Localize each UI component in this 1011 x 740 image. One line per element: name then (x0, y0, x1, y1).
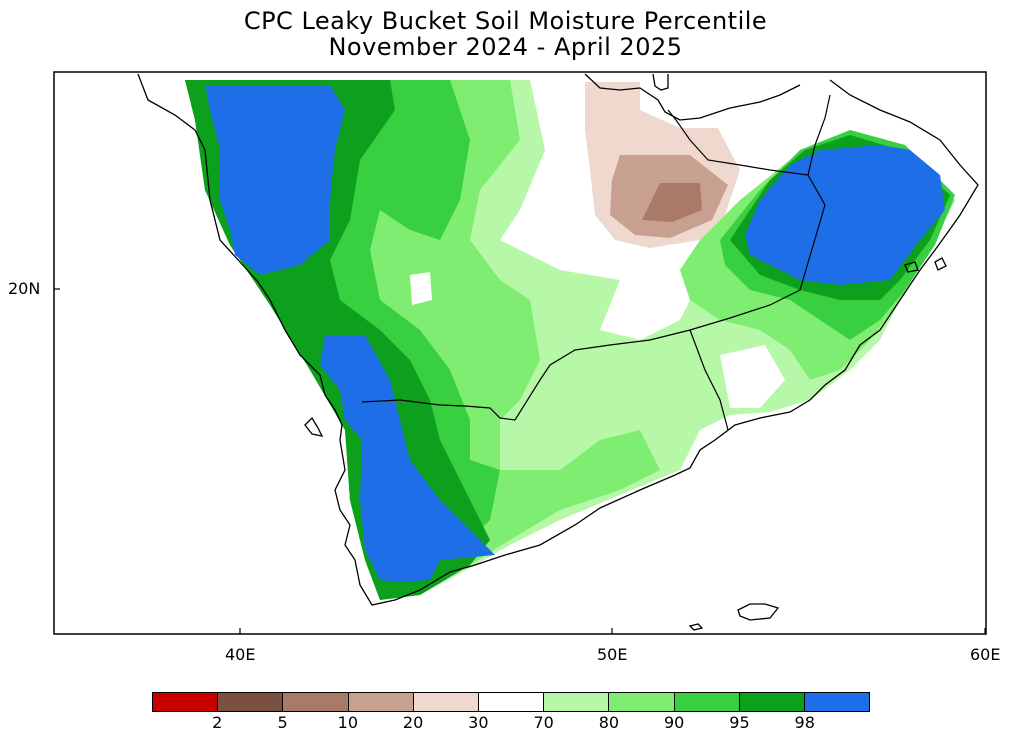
yemen-oman-border (689, 329, 729, 431)
region-above-98-west (205, 85, 345, 275)
colorbar-label: 95 (729, 713, 750, 732)
x-tick-label: 50E (597, 645, 628, 664)
colorbar-labels: 2 5 10 20 30 70 80 90 95 98 (0, 714, 1011, 734)
tick-marks (54, 288, 986, 634)
colorbar-label: 90 (663, 713, 685, 732)
x-tick-label: 40E (225, 645, 256, 664)
dahlak (304, 416, 324, 437)
colorbar-label: 98 (794, 713, 815, 732)
colorbar-label: 2 (212, 713, 223, 732)
white-patch-2 (720, 345, 785, 408)
saudi-yemen-border (361, 109, 826, 421)
colorbar-label: 70 (533, 713, 554, 732)
uae-oman-border (807, 94, 831, 176)
colorbar-swatch (153, 693, 219, 711)
x-tick-label: 60E (970, 645, 1001, 664)
colorbar-swatch (609, 693, 675, 711)
colorbar-swatch (739, 693, 805, 711)
colorbar-swatch (674, 693, 740, 711)
colorbar-swatch (283, 693, 349, 711)
moisture-field (175, 80, 960, 605)
colorbar-swatch (478, 693, 545, 711)
colorbar-swatch (544, 693, 610, 711)
chart-title: CPC Leaky Bucket Soil Moisture Percentil… (243, 7, 768, 35)
colorbar-swatch (218, 693, 284, 711)
white-patch-1 (410, 272, 432, 305)
plot-frame (53, 71, 987, 635)
chart-subtitle: November 2024 - April 2025 (328, 33, 683, 61)
y-tick-label: 20N (8, 279, 41, 298)
region-above-98-east (745, 145, 945, 285)
borders (361, 94, 831, 431)
region-above-98-southwest (320, 335, 495, 582)
colorbar-swatch (413, 693, 479, 711)
colorbar-label: 30 (468, 713, 489, 732)
colorbar-swatch (348, 693, 414, 711)
colorbar-label: 20 (402, 713, 424, 732)
qatar-outline (652, 73, 669, 91)
colorbar-label: 10 (337, 713, 358, 732)
colorbar-label: 80 (598, 713, 620, 732)
region-5-10 (642, 183, 702, 222)
red-sea-west-coast (137, 73, 979, 606)
socotra (737, 603, 780, 621)
colorbar-label: 5 (277, 713, 288, 732)
colorbar (152, 692, 870, 712)
small-island-1 (688, 623, 704, 631)
oman-islands (904, 257, 947, 273)
colorbar-swatch (804, 693, 870, 711)
